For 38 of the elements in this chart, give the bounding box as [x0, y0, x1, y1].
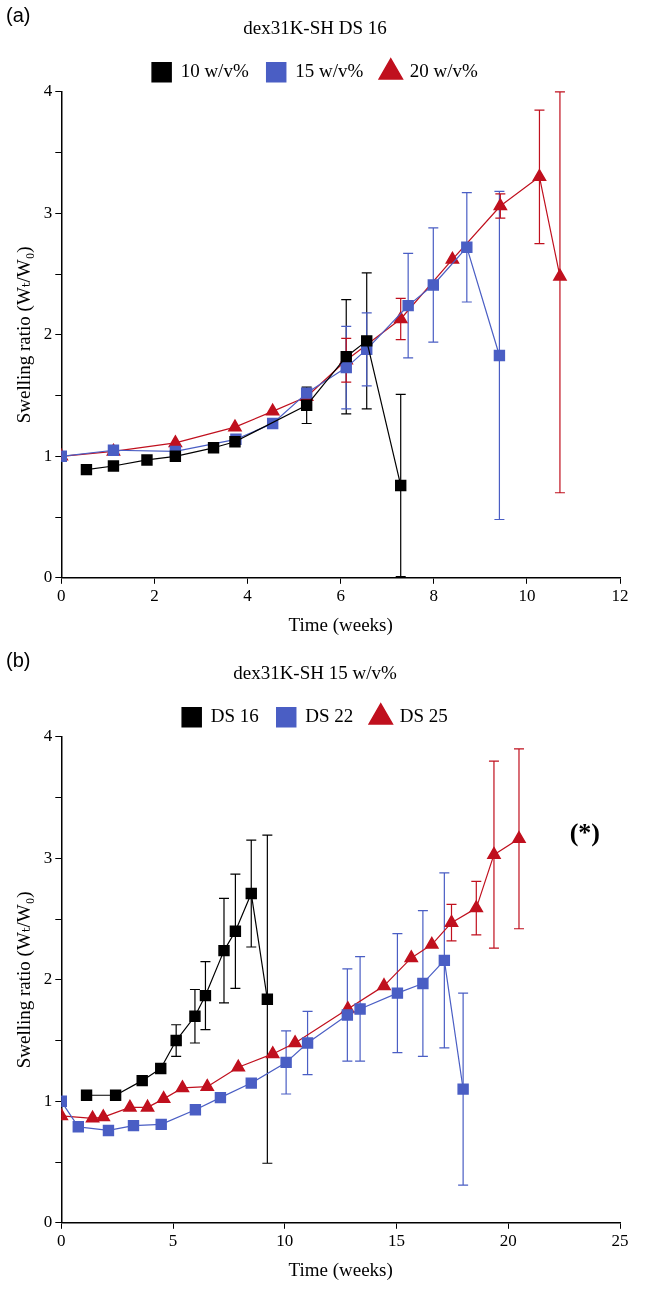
y-tick-label: 3 [43, 202, 53, 222]
y-axis-title: Swelling ratio (Wₜ/W₀) [13, 891, 36, 1069]
x-tick-label: 8 [429, 586, 439, 606]
y-tick-label: 3 [43, 847, 53, 867]
y-tick-label: 0 [43, 1212, 53, 1232]
x-tick-label: 6 [336, 586, 345, 606]
legend-label: 15 w/v% [295, 60, 364, 82]
x-axis-title: Time (weeks) [288, 613, 393, 636]
x-tick-label: 0 [57, 1231, 66, 1251]
legend-label: DS 25 [399, 705, 448, 727]
text: (a) [6, 3, 31, 26]
x-tick-label: 10 [276, 1231, 294, 1251]
annotation: (*) [569, 817, 600, 847]
legend-label: DS 22 [305, 705, 354, 727]
x-tick-label: 4 [243, 586, 253, 606]
text: (b) [6, 648, 31, 671]
y-tick-label: 4 [43, 726, 53, 746]
y-tick-label: 4 [43, 81, 53, 101]
chart-title: dex31K-SH 15 w/v% [233, 662, 397, 684]
y-tick-label: 0 [43, 567, 53, 587]
x-tick-label: 10 [518, 586, 536, 606]
y-tick-label: 1 [43, 445, 53, 465]
x-tick-label: 25 [611, 1231, 629, 1251]
chart-title: dex31K-SH DS 16 [243, 17, 387, 39]
y-tick-label: 1 [43, 1090, 53, 1110]
x-tick-label: 20 [499, 1231, 517, 1251]
x-tick-label: 0 [57, 586, 66, 606]
y-tick-label: 2 [43, 969, 53, 989]
legend-label: 10 w/v% [180, 60, 249, 82]
x-tick-label: 15 [388, 1231, 406, 1251]
x-axis-title: Time (weeks) [288, 1258, 393, 1281]
x-tick-label: 12 [611, 586, 629, 606]
x-tick-label: 2 [150, 586, 159, 606]
x-tick-label: 5 [168, 1231, 178, 1251]
legend-label: DS 16 [210, 705, 259, 727]
legend-label: 20 w/v% [409, 60, 479, 82]
y-tick-label: 2 [43, 324, 53, 344]
y-axis-title: Swelling ratio (Wₜ/W₀) [13, 246, 36, 424]
